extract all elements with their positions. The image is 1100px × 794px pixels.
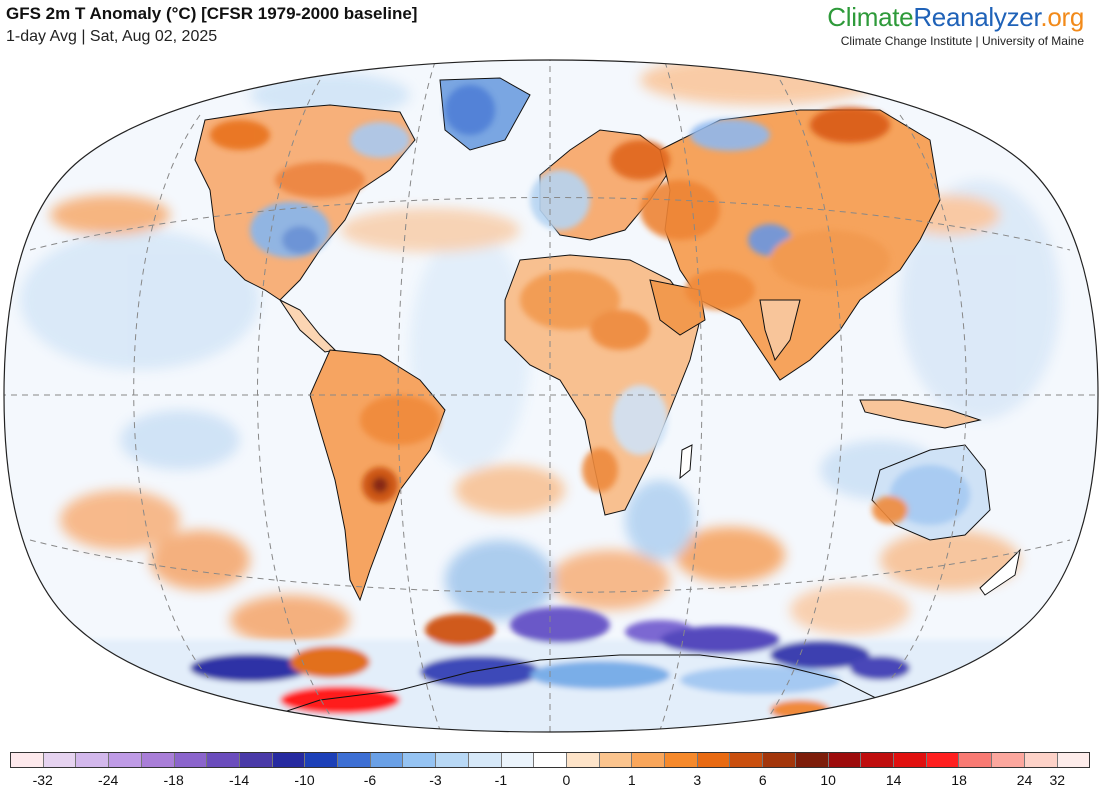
colorbar-swatch — [566, 753, 600, 767]
colorbar-tick-label: 6 — [758, 772, 767, 788]
colorbar-swatch — [468, 753, 502, 767]
india — [759, 299, 801, 362]
colorbar-tick-label: 24 — [1016, 772, 1033, 788]
colorbar-ticks: -32 -24 -18 -14 -10 -6 -3 -1 0 1 3 6 10 14 18 24 32 — [10, 772, 1090, 790]
colorbar-swatch — [207, 753, 240, 767]
colorbar-swatch — [599, 753, 633, 767]
colorbar-tick-label: -10 — [294, 772, 315, 788]
colorbar-tick-label: 10 — [820, 772, 836, 788]
colorbar-swatch — [893, 753, 927, 767]
brand-logo-part2: Reanalyzer — [913, 2, 1041, 32]
north-america — [194, 104, 416, 301]
colorbar-swatch — [174, 753, 208, 767]
colorbar-swatch — [1057, 753, 1090, 767]
colorbar-swatch — [959, 753, 993, 767]
colorbar-swatch — [109, 753, 142, 767]
colorbar-swatch — [828, 753, 862, 767]
madagascar — [679, 444, 693, 480]
colorbar-swatch — [1024, 753, 1058, 767]
colorbar-tick-label: 3 — [693, 772, 702, 788]
branding: ClimateReanalyzer.org Climate Change Ins… — [827, 2, 1084, 48]
colorbar-swatch — [992, 753, 1025, 767]
brand-logo[interactable]: ClimateReanalyzer.org — [827, 2, 1084, 33]
indonesia — [859, 399, 982, 429]
colorbar-swatch — [403, 753, 437, 767]
colorbar-tick-label: -3 — [429, 772, 442, 788]
colorbar — [10, 752, 1090, 768]
colorbar-tick-label: -24 — [98, 772, 119, 788]
map-subtitle: 1-day Avg | Sat, Aug 02, 2025 — [6, 28, 218, 45]
colorbar-tick-label: -18 — [163, 772, 184, 788]
colorbar-swatch — [697, 753, 731, 767]
colorbar-swatch — [926, 753, 960, 767]
colorbar-swatch — [730, 753, 764, 767]
colorbar-tick-label: -1 — [494, 772, 508, 788]
colorbar-swatch — [795, 753, 829, 767]
colorbar-tick-label: 18 — [951, 772, 967, 788]
brand-logo-part1: Climate — [827, 2, 914, 32]
colorbar-swatch — [11, 753, 44, 767]
colorbar-swatch — [534, 753, 567, 767]
colorbar-tick-label: 32 — [1049, 772, 1066, 788]
colorbar-swatch — [305, 753, 339, 767]
colorbar-swatch — [239, 753, 273, 767]
colorbar-swatch — [338, 753, 371, 767]
colorbar-swatch — [272, 753, 306, 767]
colorbar-swatch — [370, 753, 404, 767]
colorbar-swatch — [665, 753, 698, 767]
brand-tagline: Climate Change Institute | University of… — [840, 34, 1084, 48]
colorbar-swatch — [43, 753, 77, 767]
colorbar-tick-label: 14 — [885, 772, 902, 788]
colorbar-tick-label: -14 — [228, 772, 250, 788]
map-title: GFS 2m T Anomaly (°C) [CFSR 1979-2000 ba… — [6, 4, 418, 23]
colorbar-tick-label: -6 — [363, 772, 377, 788]
brand-logo-part3: .org — [1040, 2, 1084, 32]
colorbar-swatch — [763, 753, 796, 767]
colorbar-tick-label: -32 — [32, 772, 53, 788]
graticule — [4, 60, 1098, 732]
colorbar-swatch — [632, 753, 666, 767]
colorbar-swatch — [436, 753, 469, 767]
colorbar-tick-label: 1 — [627, 772, 636, 788]
colorbar-swatch — [76, 753, 110, 767]
colorbar-swatch — [141, 753, 175, 767]
antarctica — [259, 654, 881, 732]
colorbar-swatch — [861, 753, 894, 767]
colorbar-swatch — [501, 753, 535, 767]
colorbar-tick-label: 0 — [562, 772, 571, 788]
globe-outline — [3, 59, 1099, 733]
